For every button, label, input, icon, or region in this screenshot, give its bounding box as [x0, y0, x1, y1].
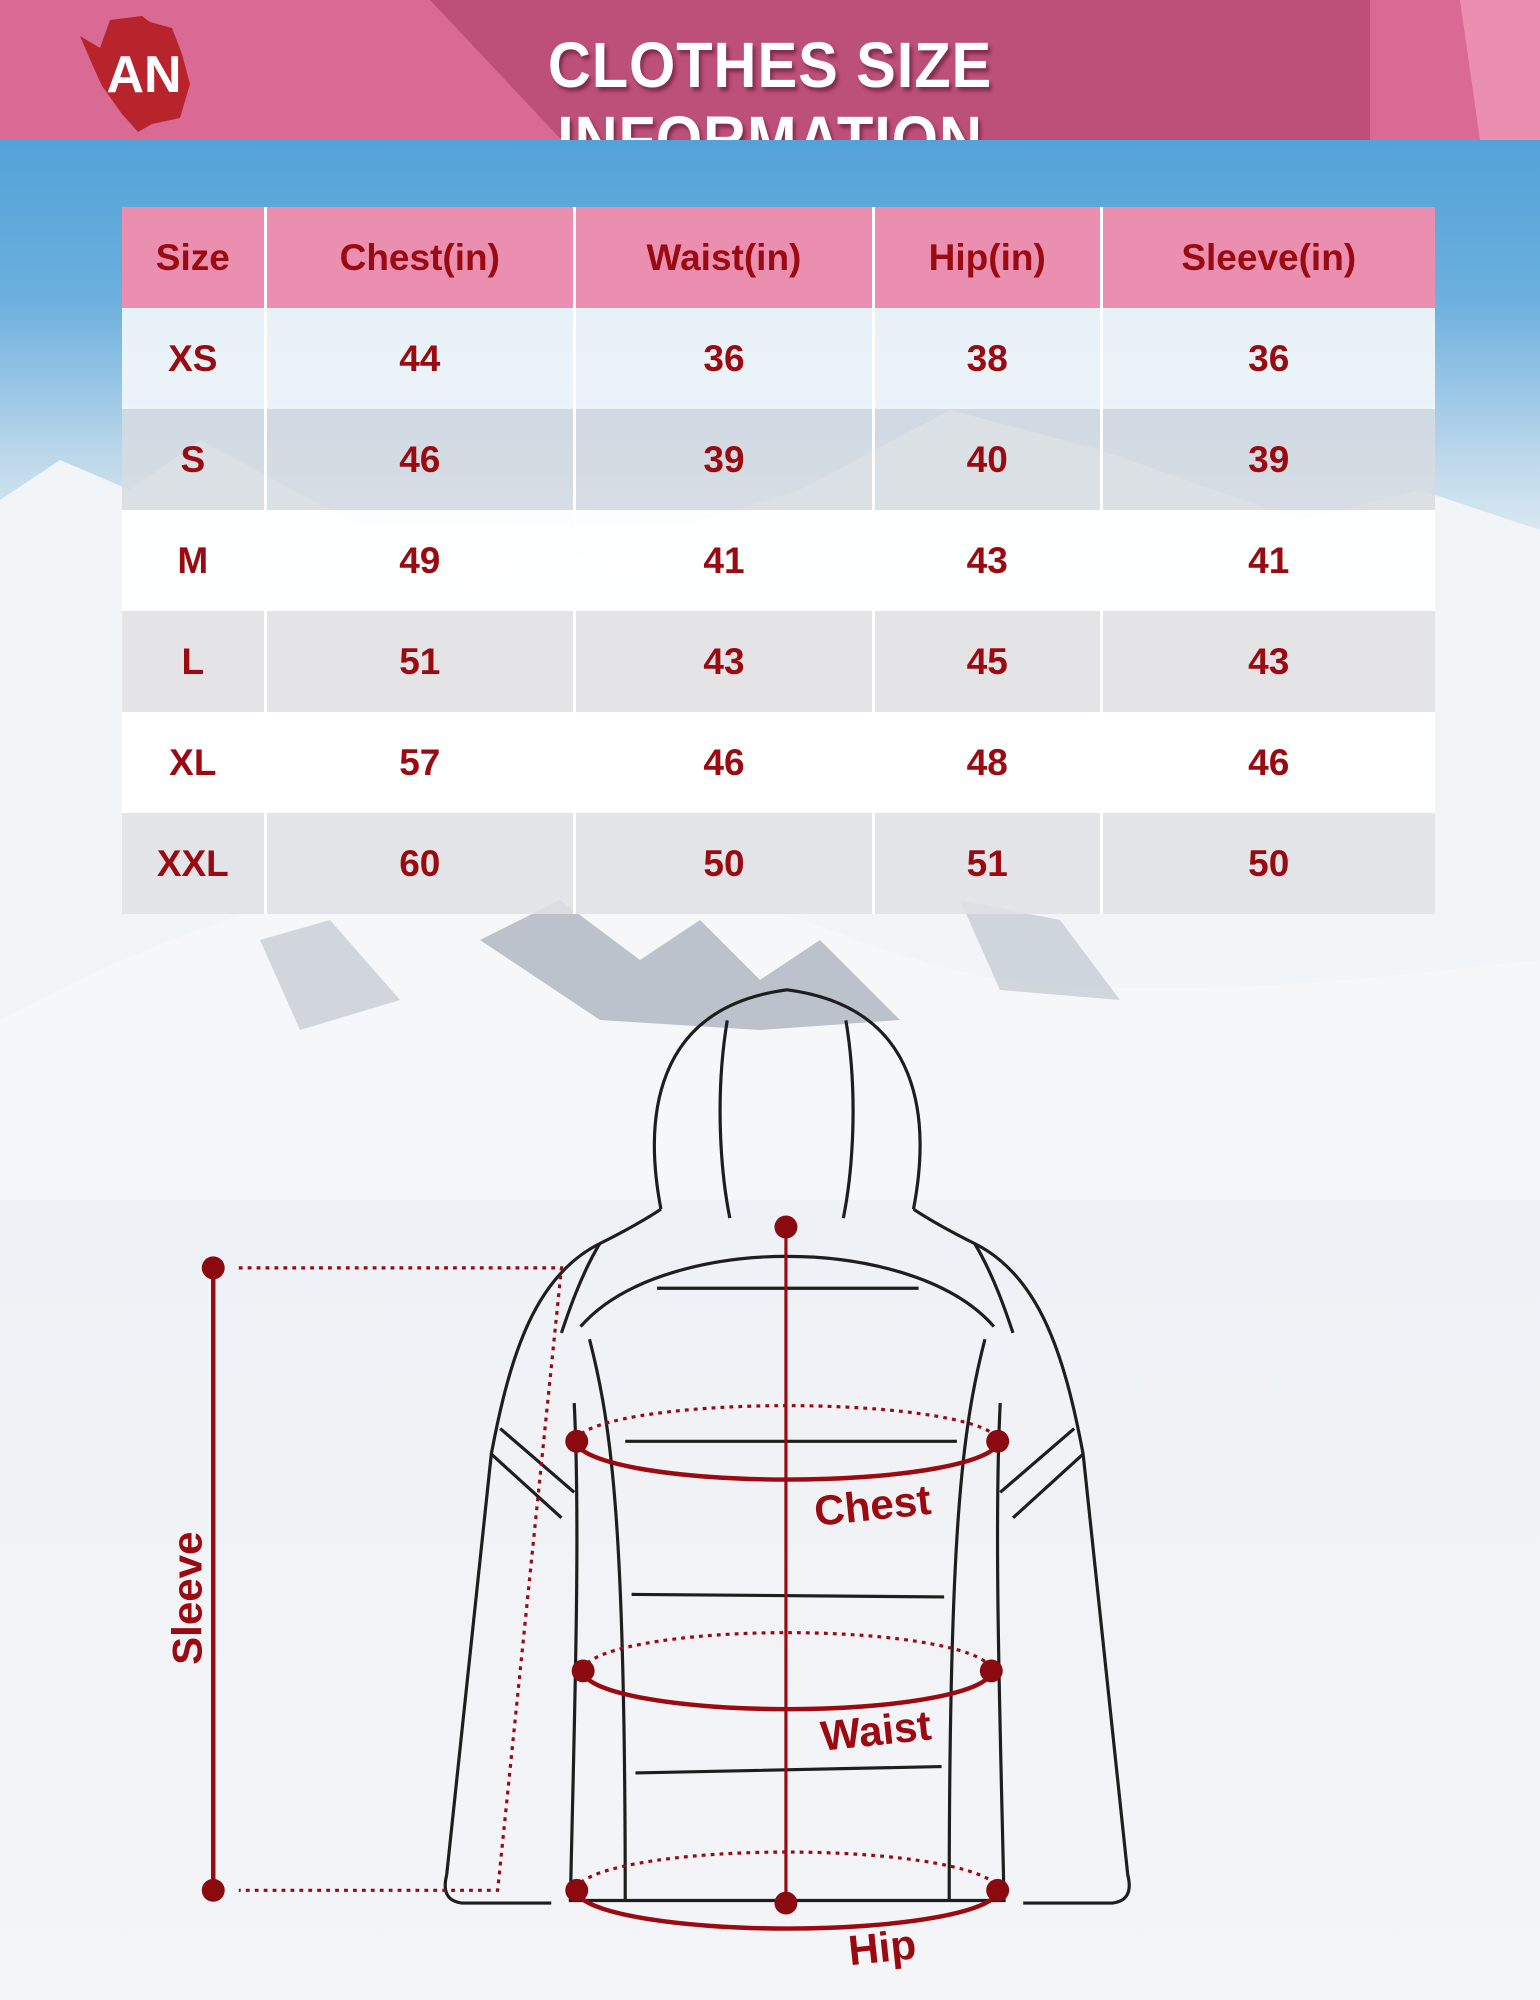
column-header-hip: Hip(in) [871, 207, 1101, 308]
size-table: Size Chest(in) Waist(in) Hip(in) Sleeve(… [122, 207, 1435, 914]
size-cell: XXL [122, 813, 266, 914]
header-band [430, 0, 1370, 140]
header-banner: AN CLOTHES SIZE INFORMATION [0, 0, 1540, 140]
table-row: XS 44 36 38 36 [122, 308, 1435, 409]
measurement-points [201, 1215, 1010, 1915]
measurement-cell: 43 [1099, 611, 1435, 712]
column-header-waist: Waist(in) [572, 207, 874, 308]
column-header-chest: Chest(in) [263, 207, 575, 308]
measurement-cell: 43 [871, 510, 1101, 611]
measurement-cell: 36 [572, 308, 874, 409]
measurement-cell: 49 [263, 510, 575, 611]
brand-logo: AN [80, 16, 190, 132]
measurement-cell: 46 [572, 712, 874, 813]
hip-label: Hip [846, 1920, 918, 1974]
measurement-cell: 43 [572, 611, 874, 712]
table-row: S 46 39 40 39 [122, 409, 1435, 510]
column-header-size: Size [122, 207, 266, 308]
waist-label: Waist [818, 1701, 933, 1759]
page-title: CLOTHES SIZE INFORMATION [547, 29, 993, 140]
table-header-row: Size Chest(in) Waist(in) Hip(in) Sleeve(… [122, 207, 1435, 308]
sleeve-label: Sleeve [164, 1532, 211, 1665]
table-row: L 51 43 45 43 [122, 611, 1435, 712]
measurement-cell: 38 [871, 308, 1101, 409]
measurement-cell: 51 [871, 813, 1101, 914]
column-header-sleeve: Sleeve(in) [1099, 207, 1435, 308]
measurement-cell: 36 [1099, 308, 1435, 409]
size-cell: M [122, 510, 266, 611]
measurement-cell: 45 [871, 611, 1101, 712]
size-cell: L [122, 611, 266, 712]
measurement-lines [211, 1227, 1000, 1931]
measurement-cell: 57 [263, 712, 575, 813]
measurement-cell: 44 [263, 308, 575, 409]
measurement-cell: 48 [871, 712, 1101, 813]
table-row: M 49 41 43 41 [122, 510, 1435, 611]
size-cell: XS [122, 308, 266, 409]
measurement-cell: 60 [263, 813, 575, 914]
table-row: XXL 60 50 51 50 [122, 813, 1435, 914]
size-cell: S [122, 409, 266, 510]
measurement-cell: 40 [871, 409, 1101, 510]
measurement-cell: 41 [1099, 510, 1435, 611]
measurement-cell: 51 [263, 611, 575, 712]
chest-label: Chest [812, 1476, 933, 1535]
measurement-cell: 39 [1099, 409, 1435, 510]
svg-text:AN: AN [106, 46, 181, 104]
size-cell: XL [122, 712, 266, 813]
measurement-cell: 39 [572, 409, 874, 510]
measurement-cell: 50 [572, 813, 874, 914]
measurement-cell: 50 [1099, 813, 1435, 914]
measurement-cell: 46 [263, 409, 575, 510]
measurement-cell: 41 [572, 510, 874, 611]
measurement-cell: 46 [1099, 712, 1435, 813]
table-row: XL 57 46 48 46 [122, 712, 1435, 813]
